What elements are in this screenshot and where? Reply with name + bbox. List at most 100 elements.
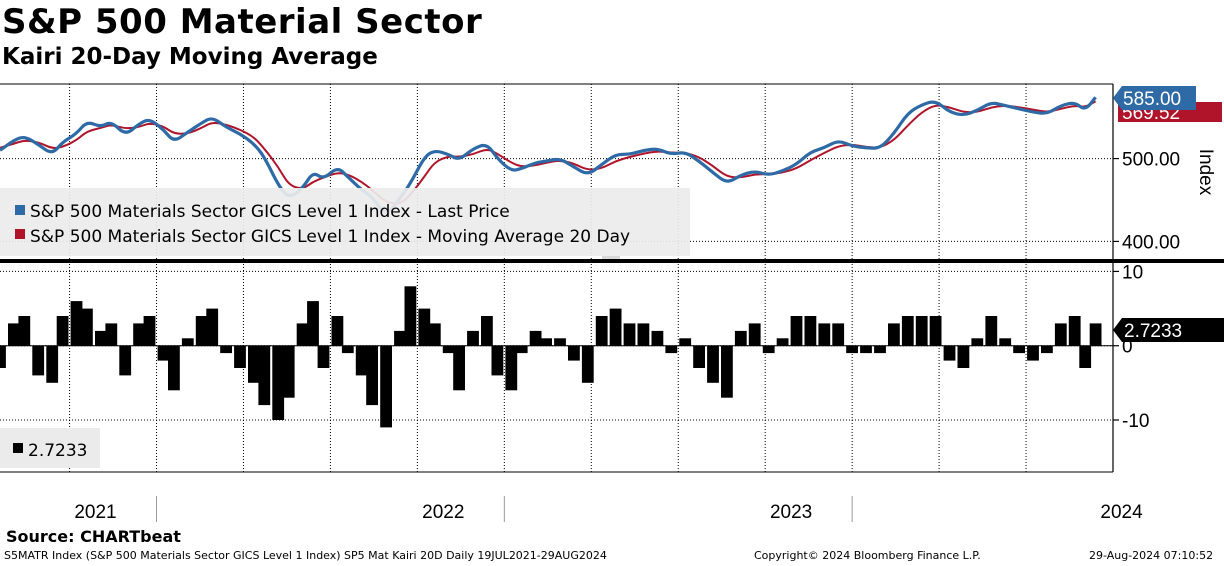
- x-tick-label: 2023: [770, 502, 812, 523]
- kairi-bar: [860, 345, 872, 354]
- kairi-bar: [1054, 323, 1067, 346]
- kairi-bar: [272, 345, 285, 420]
- kairi-bars: [0, 286, 1102, 428]
- kairi-bar: [721, 345, 733, 398]
- kairi-bar: [1068, 316, 1081, 346]
- kairi-bar: [693, 345, 705, 368]
- x-tick-label: 2024: [1100, 502, 1143, 523]
- kairi-last-value-text: 2.7233: [1124, 321, 1182, 342]
- kairi-bar: [46, 345, 59, 383]
- kairi-bar: [307, 301, 319, 346]
- kairi-bar: [505, 345, 518, 391]
- kairi-bar: [915, 316, 928, 346]
- kairi-bar: [929, 316, 942, 346]
- kairi-bar: [331, 316, 344, 346]
- kairi-bar: [554, 338, 566, 346]
- price-y-tick-label: 500.00: [1122, 150, 1180, 171]
- kairi-bar: [957, 345, 970, 368]
- kairi-bar: [133, 323, 145, 346]
- kairi-panel-grid: 10 0 -10: [0, 262, 1149, 432]
- kairi-bar: [540, 338, 552, 346]
- kairi-bar: [1079, 345, 1092, 368]
- kairi-last-value-tag: [1113, 318, 1224, 342]
- source-note: Source: CHARTbeat: [6, 527, 181, 546]
- kairi-bar: [442, 345, 455, 354]
- kairi-bar: [748, 323, 761, 346]
- kairi-bar: [220, 345, 232, 354]
- kairi-bar: [355, 345, 368, 376]
- kairi-legend-swatch: [13, 443, 23, 453]
- kairi-bar: [404, 286, 417, 346]
- kairi-bar: [56, 316, 69, 346]
- kairi-y-tick-label: 10: [1122, 262, 1143, 283]
- price-legend-swatch: [15, 205, 25, 215]
- ma-legend-label: S&P 500 Materials Sector GICS Level 1 In…: [30, 227, 630, 247]
- price-y-tick-label: 400.00: [1122, 232, 1180, 253]
- kairi-bar: [18, 316, 31, 346]
- kairi-bar: [762, 345, 775, 354]
- moving-average-line: [0, 100, 1097, 205]
- kairi-bar: [428, 323, 441, 346]
- kairi-bar: [971, 338, 984, 346]
- kairi-bar: [467, 330, 479, 346]
- kairi-bar: [418, 308, 431, 346]
- footer-copyright: Copyright© 2024 Bloomberg Finance L.P.: [754, 549, 981, 562]
- kairi-bar: [168, 345, 180, 391]
- kairi-y-tick-label: -10: [1122, 411, 1149, 432]
- kairi-bar: [105, 323, 118, 346]
- price-legend-box: [0, 188, 690, 256]
- price-legend-label: S&P 500 Materials Sector GICS Level 1 In…: [30, 202, 510, 222]
- chart-title: S&P 500 Material Sector: [2, 2, 483, 42]
- price-last-value-tag: [1113, 86, 1196, 110]
- kairi-bar: [481, 316, 493, 346]
- panel-resize-handle[interactable]: [602, 256, 620, 259]
- kairi-bar: [248, 345, 260, 383]
- footer-series-info: S5MATR Index (S&P 500 Materials Sector G…: [4, 549, 607, 562]
- kairi-bar: [70, 301, 83, 346]
- kairi-bar: [0, 345, 6, 368]
- kairi-bar: [888, 323, 900, 346]
- kairi-bar: [1041, 345, 1053, 354]
- kairi-bar: [515, 345, 528, 354]
- price-line: [0, 96, 1097, 214]
- kairi-bar: [609, 308, 622, 346]
- kairi-bar: [157, 345, 170, 361]
- x-axis-labels: 2021 2022 2023 2024: [74, 496, 1143, 523]
- kairi-bar: [804, 316, 817, 346]
- kairi-bar: [119, 345, 132, 376]
- kairi-bar: [366, 345, 378, 406]
- kairi-bar: [529, 330, 542, 346]
- kairi-bar: [818, 323, 831, 346]
- price-last-value-text: 585.00: [1123, 89, 1181, 110]
- ma-legend-swatch: [15, 229, 25, 239]
- x-tick-label: 2021: [74, 502, 116, 523]
- kairi-bar: [234, 345, 246, 368]
- price-panel-grid: 400.00 500.00: [0, 84, 1180, 472]
- y-axis-title: Index: [1195, 149, 1216, 196]
- kairi-bar: [776, 338, 789, 346]
- kairi-bar: [581, 345, 594, 383]
- kairi-bar: [679, 338, 692, 346]
- kairi-bar: [296, 323, 309, 346]
- kairi-bar: [341, 345, 354, 354]
- kairi-bar: [707, 345, 719, 383]
- kairi-bar: [651, 330, 664, 346]
- kairi-bar: [95, 330, 107, 346]
- kairi-bar: [985, 316, 998, 346]
- kairi-bar: [195, 316, 208, 346]
- chart-subtitle: Kairi 20-Day Moving Average: [2, 44, 378, 70]
- kairi-bar: [846, 345, 858, 354]
- kairi-bar: [317, 345, 330, 368]
- kairi-bar: [1089, 323, 1102, 346]
- kairi-bar: [394, 330, 406, 346]
- kairi-bar: [81, 308, 93, 346]
- kairi-bar: [282, 345, 295, 398]
- kairi-bar: [32, 345, 45, 376]
- kairi-bar: [874, 345, 886, 354]
- kairi-bar: [206, 308, 219, 346]
- kairi-bar: [734, 330, 747, 346]
- kairi-bar: [790, 316, 803, 346]
- kairi-bar: [999, 338, 1012, 346]
- kairi-legend-label: 2.7233: [28, 441, 87, 461]
